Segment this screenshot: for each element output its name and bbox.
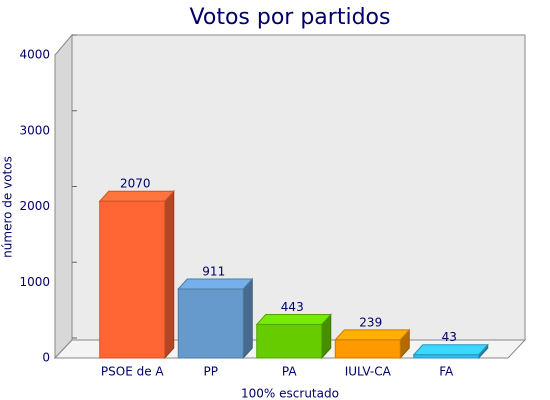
x-axis-label: 100% escrutado [241, 387, 339, 400]
value-label: 2070 [120, 177, 151, 191]
value-label: 443 [281, 300, 304, 314]
x-tick-label: PA [282, 365, 297, 379]
bar [413, 354, 480, 359]
y-tick-label: 2000 [19, 199, 50, 213]
x-tick-label: IULV-CA [345, 365, 392, 379]
x-tick-label: PP [204, 365, 218, 379]
y-tick-label: 3000 [19, 123, 50, 137]
bar [256, 323, 323, 359]
bar-side [242, 277, 253, 360]
bar-top [98, 190, 175, 202]
value-label: 911 [202, 264, 225, 278]
chart-title: Votos por partidos [190, 5, 391, 30]
bar [177, 288, 244, 359]
x-tick-label: PSOE de A [101, 365, 165, 379]
y-tick-label: 4000 [19, 48, 50, 62]
bar-top [255, 313, 332, 325]
y-tick-label: 1000 [19, 275, 50, 289]
bar [99, 200, 166, 359]
value-label: 43 [442, 330, 457, 344]
x-tick-label: FA [439, 365, 454, 379]
bar-top [412, 344, 489, 356]
bar-top [177, 278, 254, 290]
left-wall [54, 33, 73, 360]
value-label: 239 [359, 315, 382, 329]
bar [334, 339, 401, 359]
y-tick-label: 0 [42, 351, 50, 365]
bar-top [334, 329, 411, 341]
bar-side [164, 189, 175, 360]
y-axis-label: número de votos [1, 156, 15, 258]
